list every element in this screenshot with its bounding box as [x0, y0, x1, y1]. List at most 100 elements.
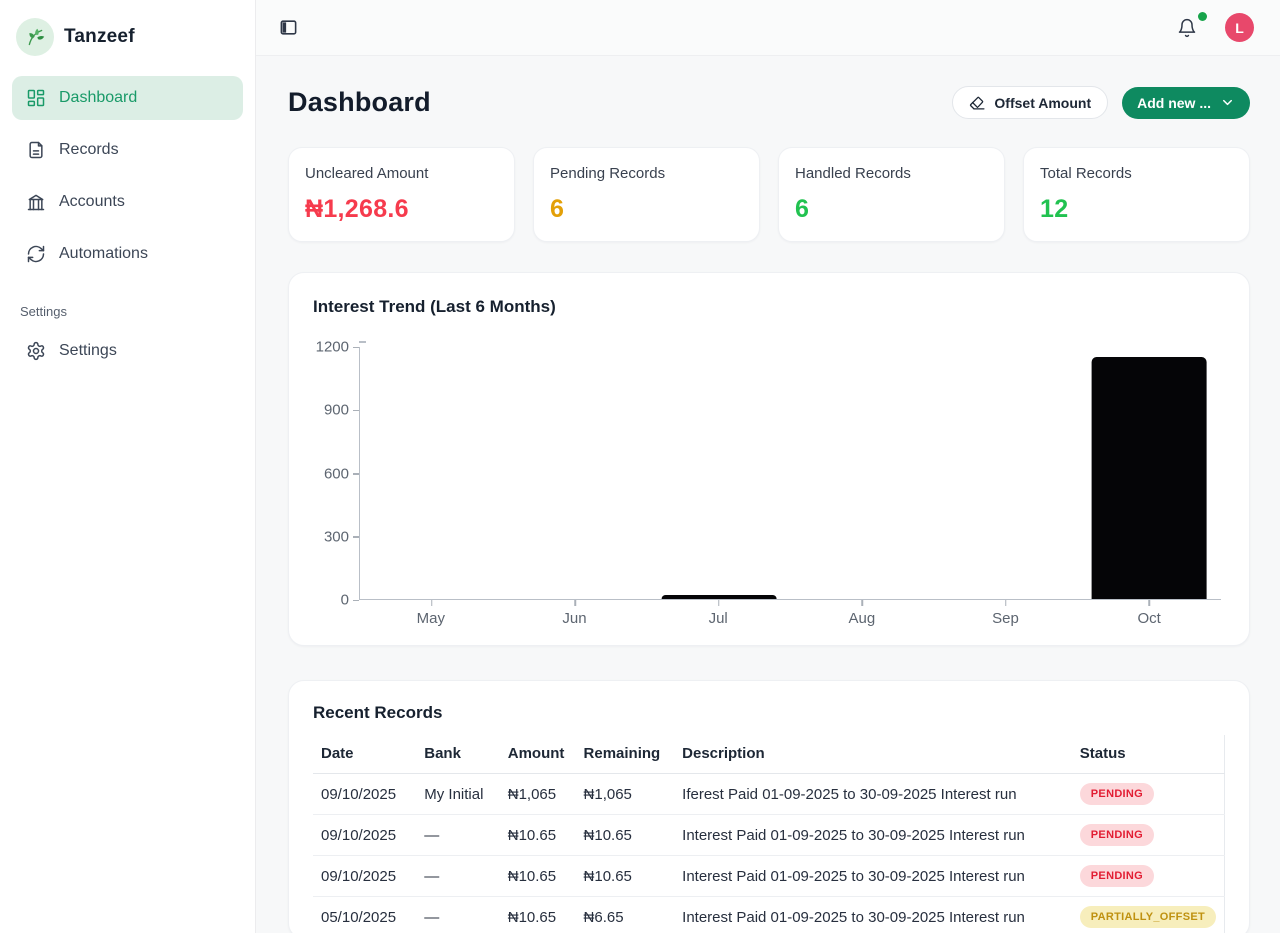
chart-x-axis-labels: May Jun Jul Aug Sep Oct — [359, 610, 1221, 627]
cell-date: 09/10/2025 — [313, 814, 417, 856]
cell-description: Iferest Paid 01-09-2025 to 30-09-2025 In… — [674, 773, 1072, 815]
sidebar-item-label: Records — [59, 141, 119, 158]
table-header-row: Date Bank Amount Remaining Description Status — [313, 735, 1225, 774]
stat-label: Pending Records — [550, 165, 666, 182]
table-row[interactable]: 09/10/2025 My Initial ₦1,065 ₦1,065 Iferest … — [313, 773, 1225, 815]
user-avatar[interactable]: L — [1225, 13, 1254, 42]
column-header-description: Description — [674, 735, 1072, 774]
cell-date: 09/10/2025 — [313, 855, 417, 897]
y-tick-mark — [353, 599, 359, 601]
stat-value: ₦1,268.6 — [305, 195, 409, 223]
sidebar-item-label: Dashboard — [59, 89, 138, 106]
stat-card-total-records: Total Records 12 — [1023, 147, 1250, 242]
sidebar-section-settings: Settings — [20, 304, 67, 319]
y-tick-label: 0 — [340, 591, 349, 609]
chart-y-axis: 0 300 600 900 1200 — [313, 340, 359, 608]
stat-card-uncleared-amount: Uncleared Amount ₦1,268.6 — [288, 147, 515, 242]
table-row[interactable]: 09/10/2025— ₦10.65 ₦10.65 Interest Paid 01-… — [313, 814, 1225, 856]
cell-remaining: ₦10.65 — [575, 814, 675, 856]
x-axis-label: Aug — [848, 610, 876, 627]
status-badge: PENDING — [1079, 865, 1155, 887]
stat-label: Handled Records — [795, 165, 911, 182]
sidebar-item-accounts[interactable]: Accounts — [12, 180, 243, 224]
notification-dot — [1198, 11, 1207, 21]
cell-remaining: ₦1,065 — [575, 773, 675, 815]
stat-label: Total Records — [1040, 165, 1132, 182]
y-tick-label: 1200 — [315, 338, 349, 356]
cell-date: 05/10/2025 — [313, 896, 417, 933]
sidebar-item-settings[interactable]: Settings — [12, 329, 243, 373]
recent-records-title: Recent Records — [313, 703, 443, 722]
table-row[interactable]: 09/10/2025— ₦10.65 ₦10.65 Interest Paid 01-… — [313, 855, 1225, 897]
cell-amount: ₦10.65 — [499, 814, 576, 856]
gear-icon — [26, 341, 46, 361]
cell-date: 09/10/2025 — [313, 773, 417, 815]
interest-trend-chart-card: Interest Trend (Last 6 Months) 0 300 600 90… — [288, 272, 1250, 646]
status-badge: PENDING — [1079, 824, 1155, 846]
cell-description: Interest Paid 01-09-2025 to 30-09-2025 I… — [674, 814, 1072, 856]
add-new-label: Add new ... — [1137, 94, 1211, 111]
x-tick-mark — [1005, 600, 1007, 606]
main-area: L Dashboard Offset Amount Add new ... — [256, 0, 1280, 933]
sidebar-item-dashboard[interactable]: Dashboard — [12, 76, 243, 120]
sidebar-item-records[interactable]: Records — [12, 128, 243, 172]
column-header-bank: Bank — [416, 735, 500, 774]
y-tick-mark — [353, 409, 359, 412]
bank-building-icon — [26, 192, 46, 212]
x-axis-label: Jul — [708, 610, 728, 627]
x-axis-label: May — [416, 610, 445, 627]
stat-cards: Uncleared Amount ₦1,268.6 Pending Record… — [288, 147, 1250, 242]
x-tick-mark — [574, 600, 576, 606]
x-axis-label: Jun — [562, 610, 587, 627]
stat-value: 6 — [550, 195, 565, 223]
column-header-date: Date — [313, 735, 417, 774]
cell-description: Interest Paid 01-09-2025 to 30-09-2025 I… — [674, 855, 1072, 897]
y-tick-mark — [353, 346, 359, 348]
stat-value: 12 — [1040, 195, 1069, 223]
column-header-remaining: Remaining — [575, 735, 675, 774]
column-header-amount: Amount — [499, 735, 576, 774]
sidebar-toggle-button[interactable] — [277, 16, 300, 39]
cell-status: PARTIALLY_OFFSET — [1071, 896, 1225, 933]
plant-leaf-icon — [16, 18, 54, 56]
cell-bank: My Initial — [416, 773, 500, 815]
cell-bank: — — [416, 855, 500, 897]
sidebar: Tanzeef Dashboard Records Accounts — [0, 0, 256, 933]
brand-name: Tanzeef — [64, 26, 135, 47]
cell-bank: — — [416, 814, 500, 856]
cell-status: PENDING — [1071, 814, 1225, 856]
page-header: Dashboard Offset Amount Add new ... — [288, 86, 1250, 119]
page-title: Dashboard — [288, 87, 431, 117]
y-tick-mark — [353, 536, 359, 538]
cell-status: PENDING — [1071, 855, 1225, 897]
notifications-button[interactable] — [1175, 11, 1207, 40]
table-row[interactable]: 05/10/2025— ₦10.65 ₦6.65 Interest Paid 01-0… — [313, 896, 1225, 933]
file-document-icon — [26, 140, 46, 160]
bar-jul — [661, 594, 777, 599]
cell-status: PENDING — [1071, 773, 1225, 815]
x-tick-mark — [861, 600, 863, 606]
topbar: L — [256, 0, 1280, 56]
cell-amount: ₦10.65 — [499, 896, 576, 933]
brand: Tanzeef — [12, 12, 243, 76]
y-tick-label: 600 — [323, 465, 349, 482]
recent-records-card: Recent Records Date Bank Amount Remaining De… — [288, 680, 1250, 933]
y-tick-label: 900 — [323, 401, 349, 419]
x-tick-mark — [430, 600, 433, 606]
offset-amount-button[interactable]: Offset Amount — [952, 86, 1109, 119]
status-badge: PENDING — [1079, 783, 1155, 805]
sidebar-item-automations[interactable]: Automations — [12, 232, 243, 276]
x-tick-mark — [718, 600, 720, 606]
refresh-arrows-icon — [26, 244, 46, 264]
eraser-icon — [969, 94, 986, 111]
stat-card-handled-records: Handled Records 6 — [778, 147, 1005, 242]
dashboard-grid-icon — [26, 88, 46, 108]
sidebar-item-label: Settings — [59, 342, 117, 359]
offset-amount-label: Offset Amount — [994, 94, 1092, 111]
cell-remaining: ₦10.65 — [575, 855, 675, 897]
axis-cap — [359, 341, 366, 343]
add-new-button[interactable]: Add new ... — [1122, 86, 1250, 119]
bell-icon — [1177, 18, 1197, 38]
panel-left-icon — [279, 18, 298, 37]
sidebar-item-label: Accounts — [59, 193, 125, 210]
